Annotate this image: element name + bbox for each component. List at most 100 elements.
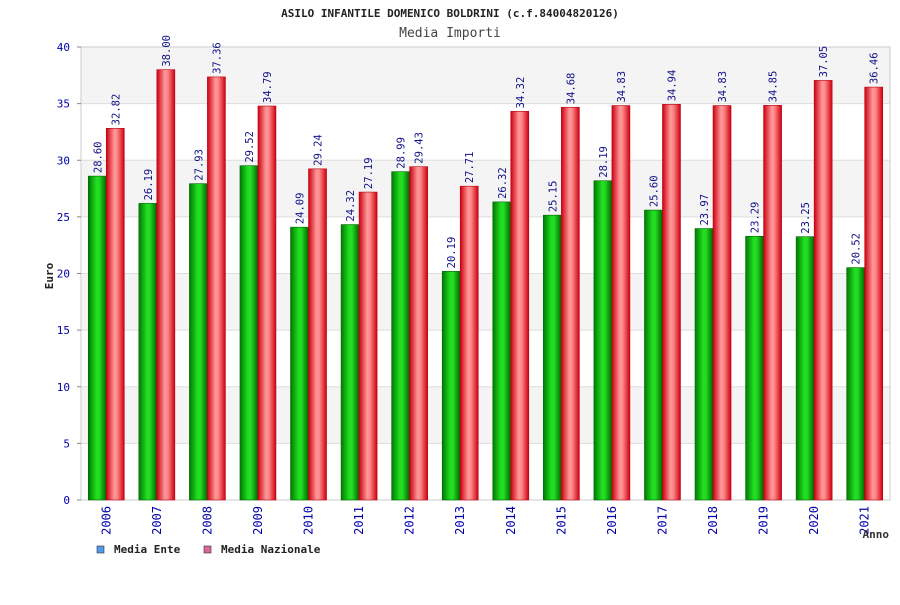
x-tick-label: 2021 bbox=[858, 506, 872, 535]
y-tick-label: 20 bbox=[57, 268, 70, 281]
data-label-media-nazionale: 32.82 bbox=[110, 94, 122, 126]
legend-swatch-media-nazionale bbox=[203, 545, 212, 554]
y-tick-label: 0 bbox=[63, 494, 70, 507]
data-label-media-ente: 26.32 bbox=[497, 167, 509, 199]
data-label-media-ente: 28.19 bbox=[598, 146, 610, 178]
bar-media-nazionale bbox=[864, 86, 884, 501]
data-label-media-nazionale: 34.85 bbox=[768, 71, 780, 103]
data-label-media-ente: 25.15 bbox=[547, 181, 559, 213]
y-axis: 0 5 10 15 20 25 30 35 40 bbox=[57, 41, 81, 507]
y-axis-label: Euro bbox=[43, 262, 56, 289]
bar-labels-group: 28.60 32.82 26.19 38.00 27.93 37.36 29.52 34.79… bbox=[92, 35, 880, 268]
bar-media-nazionale bbox=[308, 168, 327, 501]
y-tick-label: 5 bbox=[63, 437, 70, 450]
bar-media-ente bbox=[745, 235, 764, 501]
y-tick-label: 15 bbox=[57, 324, 70, 337]
data-label-media-ente: 23.97 bbox=[699, 194, 711, 226]
bar-media-ente bbox=[239, 165, 259, 501]
legend-label-media-nazionale: Media Nazionale bbox=[221, 543, 321, 556]
bar-media-nazionale bbox=[611, 105, 631, 501]
x-tick-label: 2011 bbox=[352, 506, 366, 535]
y-tick-label: 25 bbox=[57, 211, 70, 224]
bar-media-ente bbox=[87, 175, 107, 501]
data-label-media-nazionale: 34.83 bbox=[717, 71, 729, 103]
chart-subtitle: Media Importi bbox=[399, 26, 501, 41]
data-label-media-nazionale: 27.19 bbox=[363, 157, 375, 189]
y-tick-label: 30 bbox=[57, 154, 70, 167]
bar-media-nazionale bbox=[510, 111, 530, 501]
bar-media-nazionale bbox=[409, 166, 428, 501]
bar-media-ente bbox=[391, 171, 410, 501]
x-tick-label: 2019 bbox=[757, 506, 771, 535]
bar-media-ente bbox=[290, 226, 309, 501]
x-tick-label: 2012 bbox=[403, 506, 417, 535]
bar-media-ente bbox=[138, 203, 158, 501]
x-axis: 2006 2007 2008 2009 2010 2011 2012 2013 2014 2015… bbox=[99, 506, 871, 535]
bar-media-nazionale bbox=[712, 105, 732, 501]
data-label-media-nazionale: 34.79 bbox=[262, 71, 274, 103]
bar-media-ente bbox=[189, 183, 208, 501]
x-tick-label: 2013 bbox=[453, 506, 467, 535]
bar-media-nazionale bbox=[156, 69, 176, 501]
bar-media-nazionale bbox=[561, 106, 580, 501]
bar-media-ente bbox=[543, 214, 562, 501]
data-label-media-nazionale: 34.94 bbox=[666, 70, 678, 102]
bar-media-ente bbox=[644, 209, 663, 501]
y-tick-label: 40 bbox=[57, 41, 70, 54]
bar-media-ente bbox=[694, 228, 714, 501]
data-label-media-nazionale: 34.32 bbox=[515, 77, 527, 109]
x-tick-label: 2020 bbox=[807, 506, 821, 535]
data-label-media-ente: 28.99 bbox=[396, 137, 408, 169]
data-label-media-ente: 27.93 bbox=[193, 149, 205, 181]
data-label-media-nazionale: 36.46 bbox=[869, 52, 881, 84]
bar-media-nazionale bbox=[763, 105, 782, 501]
bar-media-nazionale bbox=[662, 104, 681, 501]
x-tick-label: 2007 bbox=[150, 506, 164, 535]
x-tick-label: 2016 bbox=[605, 506, 619, 535]
legend: Media Ente Media Nazionale bbox=[96, 543, 321, 556]
bar-media-ente bbox=[795, 236, 815, 501]
y-tick-label: 35 bbox=[57, 98, 70, 111]
chart-title: ASILO INFANTILE DOMENICO BOLDRINI (c.f.8… bbox=[281, 7, 619, 20]
data-label-media-ente: 23.29 bbox=[750, 202, 762, 234]
bar-media-ente bbox=[492, 201, 512, 501]
bar-media-nazionale bbox=[459, 185, 479, 501]
x-tick-label: 2006 bbox=[99, 506, 113, 535]
x-tick-label: 2017 bbox=[655, 506, 669, 535]
x-tick-label: 2008 bbox=[200, 506, 214, 535]
y-tick-label: 10 bbox=[57, 381, 70, 394]
x-tick-label: 2010 bbox=[302, 506, 316, 535]
data-label-media-ente: 25.60 bbox=[648, 175, 660, 207]
data-label-media-ente: 20.52 bbox=[851, 233, 863, 265]
data-label-media-ente: 24.32 bbox=[345, 190, 357, 222]
data-label-media-ente: 29.52 bbox=[244, 131, 256, 163]
bar-media-ente bbox=[846, 267, 866, 501]
bar-media-nazionale bbox=[257, 105, 277, 501]
data-label-media-ente: 26.19 bbox=[143, 169, 155, 201]
data-label-media-ente: 28.60 bbox=[92, 141, 104, 173]
bar-media-ente bbox=[593, 180, 613, 501]
data-label-media-nazionale: 34.83 bbox=[616, 71, 628, 103]
data-label-media-nazionale: 27.71 bbox=[464, 152, 476, 184]
bar-media-nazionale bbox=[207, 76, 226, 501]
x-tick-label: 2018 bbox=[706, 506, 720, 535]
data-label-media-nazionale: 38.00 bbox=[161, 35, 173, 67]
legend-label-media-ente: Media Ente bbox=[114, 543, 181, 556]
data-label-media-ente: 23.25 bbox=[800, 202, 812, 234]
bars-group bbox=[87, 69, 884, 501]
data-label-media-ente: 24.09 bbox=[295, 193, 307, 225]
data-label-media-nazionale: 37.36 bbox=[211, 42, 223, 74]
data-label-media-nazionale: 37.05 bbox=[818, 46, 830, 78]
bar-media-ente bbox=[340, 224, 360, 501]
x-tick-label: 2009 bbox=[251, 506, 265, 535]
x-tick-label: 2015 bbox=[554, 506, 568, 535]
bar-media-ente bbox=[441, 271, 461, 501]
bar-media-nazionale bbox=[358, 191, 378, 501]
legend-swatch-media-ente bbox=[96, 545, 105, 554]
data-label-media-nazionale: 29.24 bbox=[313, 134, 325, 166]
x-axis-label: Anno bbox=[863, 528, 890, 541]
bar-media-nazionale bbox=[105, 128, 125, 501]
data-label-media-nazionale: 34.68 bbox=[565, 73, 577, 105]
